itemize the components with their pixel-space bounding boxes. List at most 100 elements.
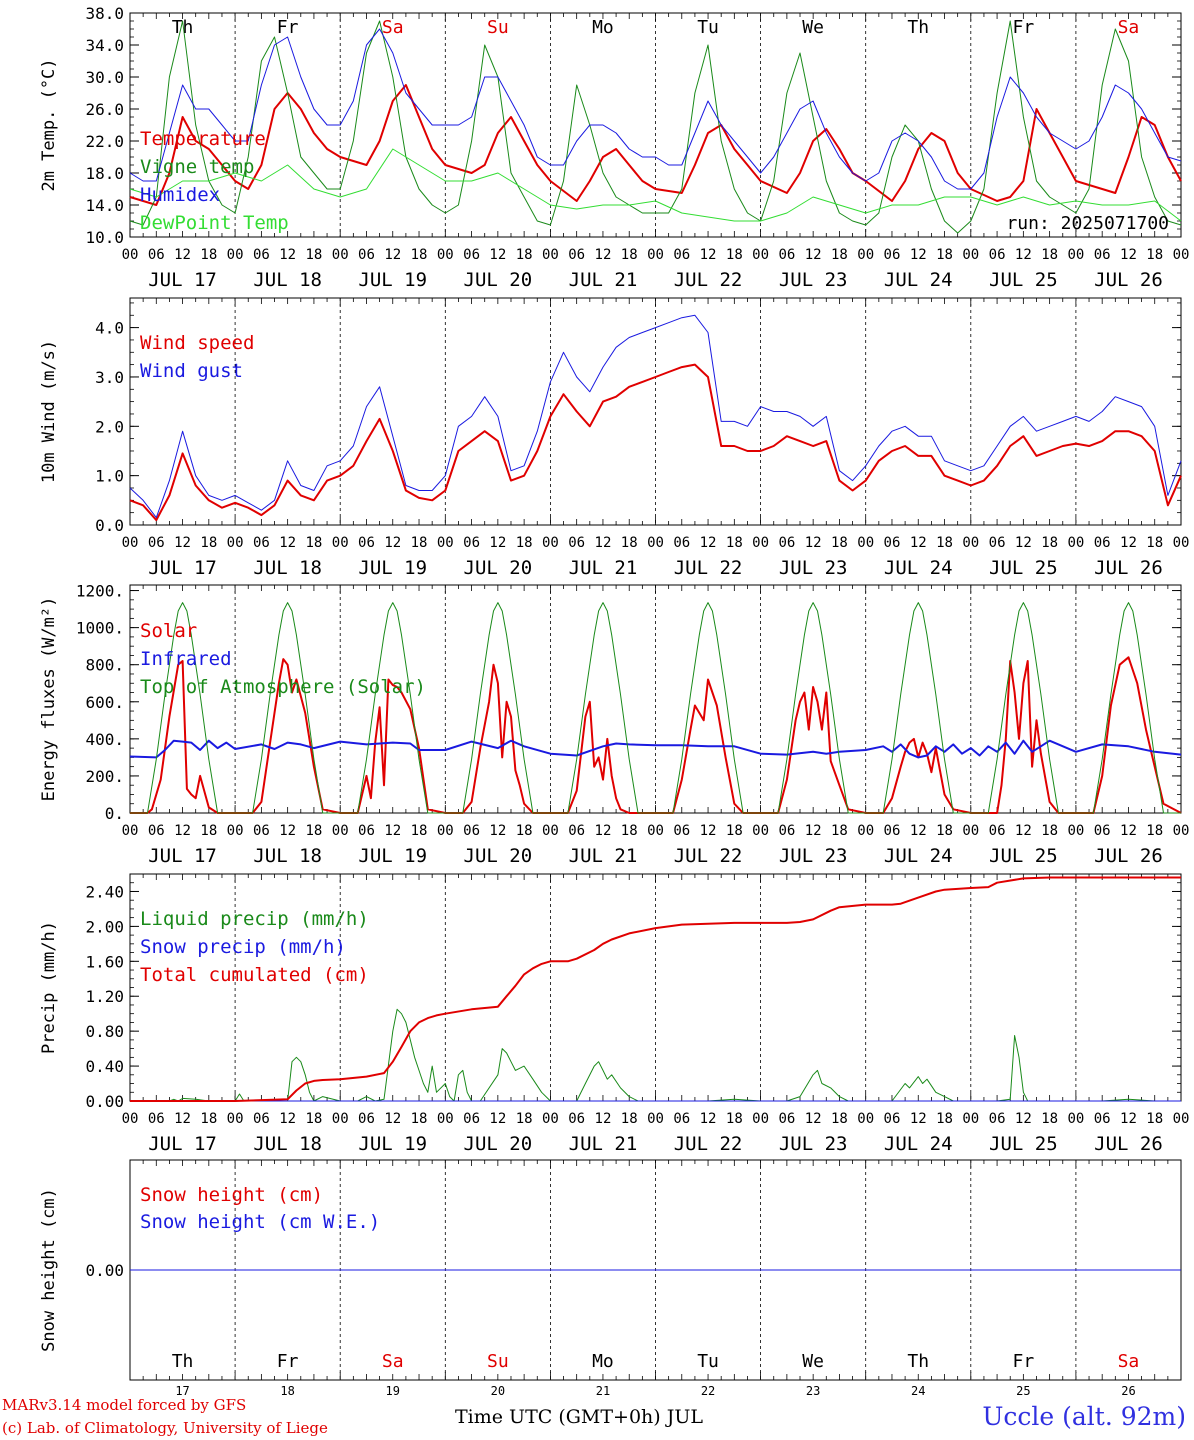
hour-tick-label: 18 — [936, 247, 953, 263]
hour-tick-label: 00 — [332, 823, 349, 839]
hour-tick-label: 12 — [279, 247, 296, 263]
hour-tick-label: 12 — [1120, 823, 1137, 839]
date-label: JUL 25 — [989, 845, 1058, 867]
y-tick-label: 0.00 — [85, 1261, 124, 1280]
y-tick-label: 0.00 — [85, 1092, 124, 1111]
hour-tick-label: 06 — [148, 247, 165, 263]
station-name: Uccle (alt. 92m) — [982, 1402, 1186, 1431]
hour-tick-label: 00 — [227, 247, 244, 263]
date-label: JUL 26 — [1094, 845, 1163, 867]
hour-tick-label: 18 — [305, 1111, 322, 1127]
hour-tick-label: 00 — [437, 535, 454, 551]
hour-tick-label: 00 — [1067, 247, 1084, 263]
weekday-label: Fr — [1013, 1351, 1035, 1372]
y-axis-label: 10m Wind (m/s) — [39, 340, 59, 483]
hour-tick-label: 12 — [384, 1111, 401, 1127]
weekday-label: Mo — [592, 1351, 614, 1372]
panel-5: 0.00 Snow height (cm) Snow height (cm) Snow… — [39, 1159, 1182, 1398]
weekday-label: Su — [487, 17, 509, 38]
hour-tick-label: 00 — [542, 1111, 559, 1127]
date-label: JUL 25 — [989, 557, 1058, 579]
date-label: JUL 23 — [779, 845, 848, 867]
day-number-label: 23 — [806, 1384, 820, 1398]
y-axis-label: Precip (mm/h) — [39, 921, 59, 1054]
hour-tick-label: 06 — [148, 823, 165, 839]
hour-tick-label: 18 — [200, 823, 217, 839]
hour-tick-label: 00 — [752, 1111, 769, 1127]
hour-tick-label: 06 — [778, 247, 795, 263]
date-label: JUL 24 — [884, 1133, 953, 1155]
date-label: JUL 26 — [1094, 269, 1163, 291]
weekday-label: Th — [172, 17, 194, 38]
hour-tick-label: 00 — [122, 535, 139, 551]
day-number-label: 25 — [1016, 1384, 1030, 1398]
hour-tick-label: 12 — [700, 1111, 717, 1127]
weekday-label: Tu — [697, 1351, 719, 1372]
legend-entry: Vigne temp — [140, 156, 254, 178]
hour-tick-label: 12 — [489, 1111, 506, 1127]
hour-tick-label: 18 — [411, 1111, 428, 1127]
weekday-label: Su — [487, 1351, 509, 1372]
date-label: JUL 24 — [884, 557, 953, 579]
hour-tick-label: 18 — [936, 1111, 953, 1127]
hour-tick-label: 18 — [411, 247, 428, 263]
hour-tick-label: 12 — [595, 247, 612, 263]
weekday-label: Mo — [592, 17, 614, 38]
hour-tick-label: 06 — [778, 535, 795, 551]
hour-tick-label: 18 — [936, 823, 953, 839]
day-number-label: 26 — [1121, 1384, 1135, 1398]
hour-tick-label: 12 — [489, 535, 506, 551]
hour-tick-label: 06 — [463, 823, 480, 839]
hour-tick-label: 00 — [227, 1111, 244, 1127]
hour-tick-label: 00 — [647, 1111, 664, 1127]
hour-tick-label: 06 — [568, 823, 585, 839]
hour-tick-label: 06 — [568, 1111, 585, 1127]
date-label: JUL 22 — [674, 269, 743, 291]
date-label: JUL 18 — [253, 1133, 322, 1155]
hour-tick-label: 12 — [1015, 535, 1032, 551]
hour-tick-label: 00 — [332, 535, 349, 551]
series-line-2 — [129, 20, 1182, 234]
weekday-label: Sa — [382, 1351, 404, 1372]
hour-tick-label: 06 — [568, 535, 585, 551]
hour-tick-label: 18 — [726, 1111, 743, 1127]
hour-tick-label: 12 — [1120, 535, 1137, 551]
hour-tick-label: 12 — [700, 823, 717, 839]
hour-tick-label: 06 — [673, 535, 690, 551]
hour-tick-label: 12 — [805, 823, 822, 839]
legend-entry: Solar — [140, 620, 197, 642]
date-label: JUL 18 — [253, 845, 322, 867]
model-credit: MARv3.14 model forced by GFS — [2, 1396, 247, 1414]
y-axis-label: 2m Temp. (°C) — [39, 58, 59, 191]
hour-tick-label: 12 — [279, 1111, 296, 1127]
legend-entry: Humidex — [140, 184, 220, 206]
hour-tick-label: 00 — [332, 1111, 349, 1127]
hour-tick-label: 18 — [831, 823, 848, 839]
weekday-label: We — [802, 17, 824, 38]
hour-tick-label: 06 — [463, 535, 480, 551]
date-label: JUL 20 — [464, 557, 533, 579]
hour-tick-label: 00 — [1173, 247, 1190, 263]
hour-tick-label: 18 — [1146, 1111, 1163, 1127]
hour-tick-label: 18 — [200, 1111, 217, 1127]
date-label: JUL 21 — [569, 845, 638, 867]
weekday-label: We — [802, 1351, 824, 1372]
hour-tick-label: 12 — [1015, 1111, 1032, 1127]
series-line-3 — [129, 28, 1182, 190]
hour-tick-label: 12 — [384, 535, 401, 551]
hour-tick-label: 06 — [778, 1111, 795, 1127]
plot-frame — [129, 12, 1182, 238]
hour-tick-label: 18 — [1146, 247, 1163, 263]
y-tick-label: 0.0 — [95, 516, 124, 535]
hour-tick-label: 00 — [1173, 1111, 1190, 1127]
y-tick-label: 0. — [105, 804, 124, 823]
y-axis-label: Snow height (cm) — [39, 1188, 59, 1352]
date-label: JUL 23 — [779, 269, 848, 291]
hour-tick-label: 06 — [253, 535, 270, 551]
y-tick-label: 18.0 — [85, 164, 124, 183]
hour-tick-label: 06 — [358, 1111, 375, 1127]
hour-tick-label: 06 — [148, 535, 165, 551]
hour-tick-label: 12 — [489, 823, 506, 839]
hour-tick-label: 00 — [962, 247, 979, 263]
legend-entry: Temperature — [140, 128, 266, 150]
